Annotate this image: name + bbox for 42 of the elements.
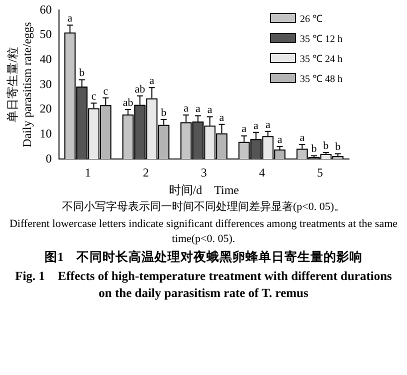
x-tick-label: 1 (84, 166, 91, 180)
text: Different lowercase letters indicate significant differences among treatments at the same time(p<0. 05). (8, 217, 399, 247)
text: Fig. 1 Effects of high-temperature treatment with different durations on the daily parasitism rate of T. remus (14, 268, 393, 302)
data-label: a (300, 132, 305, 144)
data-label: ab (134, 83, 146, 96)
x-tick-label: 5 (316, 166, 323, 180)
text: 图1 不同时长高温处理对夜蛾黑卵蜂单日寄生量的影响 (43, 249, 364, 266)
y-axis-title: 单日寄生量/粒 Daily parasitism rate/eggs (5, 22, 34, 148)
data-label: a (242, 123, 247, 136)
y-tick-label: 30 (40, 76, 52, 91)
data-label: b (79, 67, 86, 80)
data-label: a (184, 102, 189, 114)
data-label: b (335, 141, 342, 154)
data-label: b (160, 106, 167, 119)
legend-label: 35 ℃ 24 h (300, 53, 342, 65)
y-tick-label: 60 (40, 2, 52, 16)
x-tick-label: 4 (258, 166, 265, 180)
text: 不同小写字母表示同一时间不同处理间差异显著(p<0. 05)。 (60, 200, 346, 215)
data-label: a (196, 103, 201, 116)
data-label: a (265, 118, 270, 131)
data-label: b (311, 143, 318, 156)
y-tick-label: 40 (40, 52, 52, 66)
x-tick-label: 3 (200, 166, 207, 180)
y-tick-label: 0 (46, 151, 52, 166)
data-label: b (323, 140, 330, 152)
data-label: a (254, 120, 259, 132)
y-tick-label: 50 (40, 27, 52, 42)
x-tick-label: 2 (142, 166, 149, 180)
legend-label: 26 ℃ (300, 13, 322, 25)
y-tick-label: 10 (40, 126, 52, 141)
y-tick-label: 20 (40, 102, 52, 116)
data-label: c (103, 85, 108, 98)
legend-label: 35 ℃ 12 h (300, 33, 342, 45)
legend-label: 35 ℃ 48 h (300, 73, 342, 85)
data-label: ab (122, 96, 134, 109)
x-axis-title: 时间/d Time (168, 182, 240, 197)
data-label: a (207, 104, 212, 116)
data-label: c (91, 90, 96, 102)
data-label: a (277, 134, 282, 146)
data-label: a (149, 75, 154, 88)
data-label: a (68, 12, 73, 24)
data-label: a (219, 112, 224, 124)
